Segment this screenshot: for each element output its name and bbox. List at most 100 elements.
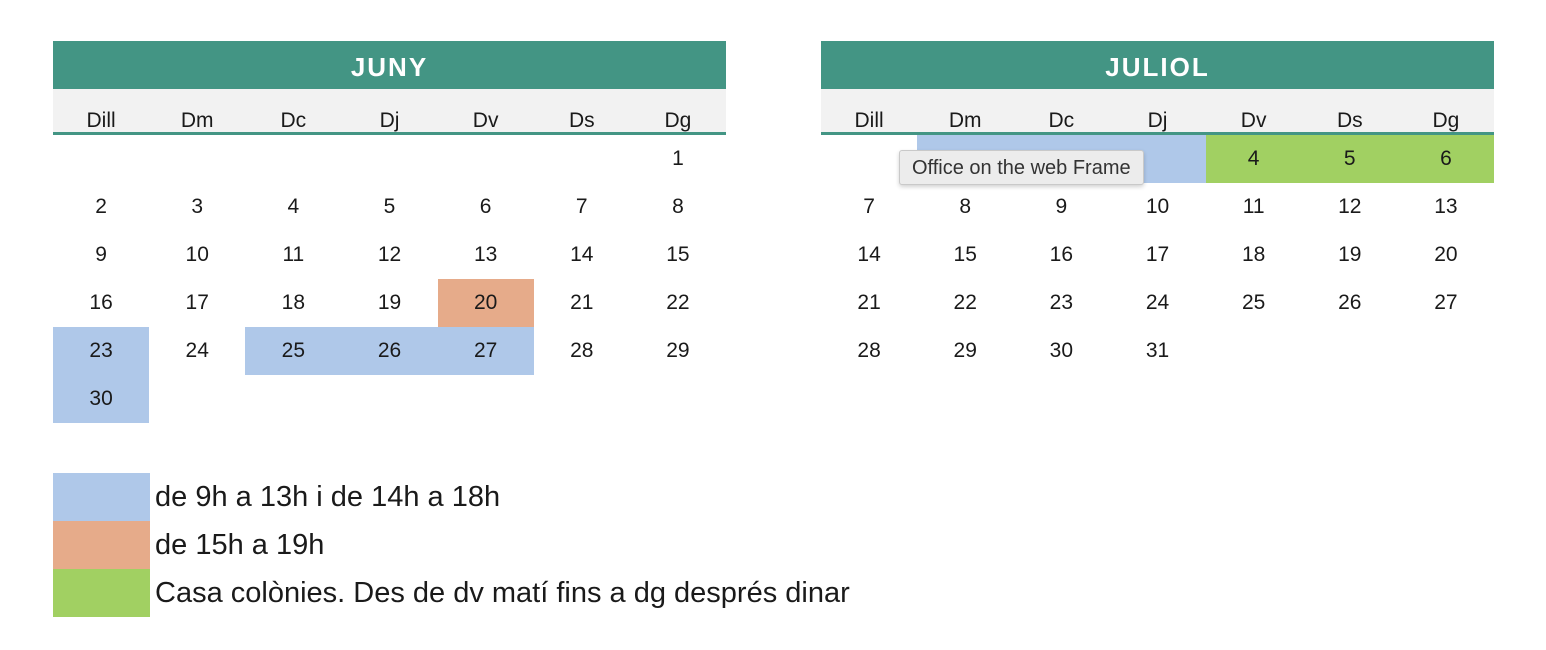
empty-day-cell (534, 135, 630, 183)
legend-swatch (53, 521, 150, 569)
day-cell: 12 (377, 243, 402, 266)
day-cell: 1 (672, 147, 684, 170)
empty-day-cell (341, 375, 437, 423)
empty-day-cell (630, 375, 726, 423)
empty-day-cell (534, 375, 630, 423)
day-cell: 23 (53, 327, 150, 375)
weekday-label: Dj (1147, 109, 1168, 132)
day-cell: 9 (1055, 195, 1068, 218)
weekday-label: Dg (1432, 109, 1460, 132)
day-cell: 30 (53, 375, 150, 423)
day-cell: 25 (1241, 291, 1266, 314)
day-cell: 23 (1049, 291, 1074, 314)
day-cell: 24 (185, 339, 209, 362)
day-cell: 26 (1338, 291, 1362, 314)
day-cell: 28 (570, 339, 594, 362)
weekday-header-row: Dill Dm Dc Dj Dv Ds Dg (821, 89, 1494, 135)
day-cell: 7 (863, 195, 875, 218)
day-cell: 27 (1434, 291, 1458, 314)
weekday-label: Dill (86, 109, 116, 132)
legend: de 9h a 13h i de 14h a 18h de 15h a 19h … (53, 473, 850, 617)
day-cell: 13 (1434, 195, 1458, 218)
legend-swatch (53, 473, 150, 521)
empty-day-cell (438, 135, 534, 183)
empty-day-cell (438, 375, 534, 423)
empty-day-cell (149, 375, 245, 423)
day-cell: 16 (1049, 243, 1074, 266)
legend-swatch (53, 569, 150, 617)
legend-item: Casa colònies. Des de dv matí fins a dg … (53, 569, 850, 617)
day-cell: 7 (575, 195, 588, 218)
day-cell: 26 (341, 327, 438, 375)
calendar-july: JULIOL Dill Dm Dc Dj Dv Ds Dg 4 5 6 7 8 9 10 11… (821, 41, 1494, 375)
day-cell: 16 (89, 291, 113, 314)
day-cell: 29 (953, 339, 977, 362)
weekday-label: Dv (1240, 109, 1267, 132)
day-cell: 19 (377, 291, 402, 314)
day-cell: 6 (1397, 135, 1494, 183)
day-cell: 11 (282, 243, 305, 266)
day-cell: 8 (959, 195, 972, 218)
empty-day-cell (53, 135, 149, 183)
weekday-label: Dj (379, 109, 400, 132)
day-cell: 5 (383, 195, 396, 218)
day-cell: 29 (666, 339, 690, 362)
day-cell: 21 (857, 291, 881, 314)
day-cell: 24 (1145, 291, 1170, 314)
day-cell: 22 (953, 291, 977, 314)
day-cell: 15 (666, 243, 690, 266)
day-cell: 20 (437, 279, 534, 327)
empty-day-cell (245, 135, 341, 183)
weekday-header-row: Dill Dm Dc Dj Dv Ds Dg (53, 89, 726, 135)
weekday-label: Ds (1336, 109, 1363, 132)
empty-day-cell (1206, 327, 1302, 375)
day-cell: 10 (1145, 195, 1170, 218)
weekday-label: Dv (472, 109, 499, 132)
day-cell: 4 (287, 195, 300, 218)
weekday-label: Dill (854, 109, 884, 132)
day-cell: 15 (953, 243, 977, 266)
day-cell: 12 (1338, 195, 1362, 218)
day-cell: 22 (666, 291, 690, 314)
weekday-label: Dc (1048, 109, 1075, 132)
weekday-label: Ds (568, 109, 595, 132)
day-cell: 18 (281, 291, 306, 314)
day-cell: 2 (95, 195, 107, 218)
legend-label: de 15h a 19h (155, 528, 325, 561)
weekday-label: Dg (664, 109, 692, 132)
weekday-label: Dc (280, 109, 307, 132)
legend-label: de 9h a 13h i de 14h a 18h (155, 480, 501, 513)
day-cell: 5 (1301, 135, 1398, 183)
day-cell: 21 (570, 291, 594, 314)
day-cell: 31 (1145, 339, 1170, 362)
day-cell: 4 (1205, 135, 1302, 183)
day-cell: 30 (1049, 339, 1074, 362)
day-cell: 27 (437, 327, 534, 375)
day-cell: 13 (473, 243, 498, 266)
legend-item: de 15h a 19h (53, 521, 850, 569)
day-cell: 9 (95, 243, 107, 266)
day-cell: 20 (1434, 243, 1458, 266)
empty-day-cell (341, 135, 437, 183)
month-title: JULIOL (821, 41, 1494, 89)
weekday-label: Dm (948, 109, 982, 132)
tooltip: Office on the web Frame (899, 150, 1144, 185)
day-cell: 28 (857, 339, 881, 362)
legend-item: de 9h a 13h i de 14h a 18h (53, 473, 850, 521)
day-grid: 1 2 3 4 5 6 7 8 9 10 11 12 13 14 15 16 17 18 19 20 21 22 23 24 2… (53, 135, 726, 423)
day-cell: 17 (1145, 243, 1170, 266)
day-cell: 11 (1242, 195, 1265, 218)
day-cell: 3 (191, 195, 204, 218)
day-cell: 6 (479, 195, 492, 218)
day-cell: 17 (185, 291, 209, 314)
day-cell: 14 (570, 243, 594, 266)
day-grid: 4 5 6 7 8 9 10 11 12 13 14 15 16 17 18 19 20 21 22 23 24 25 26… (821, 135, 1494, 375)
day-cell: 14 (857, 243, 881, 266)
day-cell: 10 (185, 243, 209, 266)
calendar-june: JUNY Dill Dm Dc Dj Dv Ds Dg 1 2 3 4 5 6 7 8 9 10 1… (53, 41, 726, 423)
empty-day-cell (1302, 327, 1398, 375)
empty-day-cell (1398, 327, 1494, 375)
month-title: JUNY (53, 41, 726, 89)
day-cell: 25 (245, 327, 342, 375)
day-cell: 19 (1338, 243, 1362, 266)
